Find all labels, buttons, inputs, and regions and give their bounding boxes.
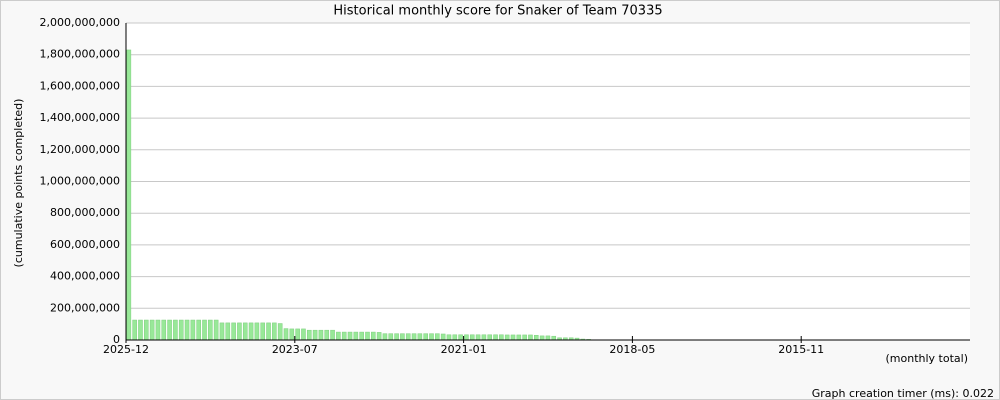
bar — [260, 322, 266, 341]
bar — [225, 322, 231, 341]
y-axis-label: (cumulative points completed) — [12, 99, 25, 268]
bar — [178, 319, 184, 341]
bar — [283, 328, 289, 341]
bar — [138, 319, 143, 341]
bar — [219, 322, 225, 341]
footer: Graph creation timer (ms): 0.022 — [812, 387, 994, 400]
bar — [481, 334, 487, 341]
bar — [539, 335, 545, 341]
bar — [359, 331, 364, 341]
bar — [324, 329, 330, 341]
bar — [475, 334, 481, 341]
bar — [237, 322, 242, 341]
bar — [254, 322, 260, 341]
bar — [312, 329, 318, 341]
bar — [295, 328, 300, 341]
x-tick-label: 2018-05 — [609, 343, 655, 356]
y-tick-label: 1,400,000,000 — [40, 111, 120, 124]
bar — [132, 319, 137, 341]
bar — [289, 328, 295, 341]
bar — [405, 333, 411, 341]
bar — [242, 322, 248, 341]
bar — [301, 328, 306, 341]
bar — [429, 333, 434, 341]
bar — [411, 333, 417, 341]
bar — [487, 334, 493, 341]
bar — [202, 319, 207, 341]
bar — [499, 334, 504, 341]
bar — [417, 333, 423, 341]
bar — [231, 322, 236, 341]
bar — [388, 333, 394, 341]
bar — [376, 332, 382, 341]
bar — [167, 319, 172, 341]
bar — [435, 333, 440, 341]
bar — [306, 329, 312, 341]
bar — [493, 334, 498, 341]
bar — [190, 319, 196, 341]
bar — [464, 334, 469, 341]
bar — [516, 334, 522, 341]
y-tick-label: 800,000,000 — [50, 206, 120, 219]
bar — [400, 333, 405, 341]
y-tick-label: 1,200,000,000 — [40, 143, 120, 156]
bar — [155, 319, 161, 341]
bar — [504, 334, 510, 341]
x-tick-label: 2015-11 — [778, 343, 824, 356]
bar — [318, 329, 324, 341]
bar — [469, 334, 475, 341]
bar — [452, 334, 458, 341]
bar — [510, 334, 516, 341]
bar — [551, 335, 557, 341]
bar — [528, 334, 533, 341]
x-axis-label: (monthly total) — [886, 352, 969, 365]
bar — [144, 319, 149, 341]
x-tick-label: 2021-01 — [441, 343, 487, 356]
y-tick-label: 1,600,000,000 — [40, 79, 120, 92]
bar — [522, 334, 527, 341]
bar — [126, 49, 132, 341]
y-tick-label: 0 — [113, 333, 120, 346]
bar — [330, 329, 335, 341]
bar — [382, 333, 388, 341]
x-tick-label: 2023-07 — [272, 343, 318, 356]
chart-title: Historical monthly score for Snaker of T… — [333, 4, 662, 19]
y-tick-label: 200,000,000 — [50, 301, 120, 314]
bar — [423, 333, 428, 341]
bar — [446, 334, 452, 341]
x-tick-label: 2025-12 — [103, 343, 149, 356]
bar — [272, 322, 277, 341]
bar — [533, 334, 539, 341]
bar — [208, 319, 213, 341]
bar — [347, 331, 353, 341]
bar — [353, 331, 359, 341]
bar — [365, 331, 370, 341]
bar — [196, 319, 201, 341]
bar — [341, 331, 347, 341]
y-tick-label: 2,000,000,000 — [40, 16, 120, 29]
bar — [173, 319, 178, 341]
bar — [545, 335, 551, 341]
bar — [184, 319, 190, 341]
bar — [248, 322, 254, 341]
bar — [277, 323, 283, 341]
y-tick-label: 400,000,000 — [50, 270, 120, 283]
bar — [336, 331, 341, 341]
y-tick-label: 600,000,000 — [50, 238, 120, 251]
bar — [213, 319, 219, 341]
bar — [266, 322, 271, 341]
bar — [440, 333, 446, 341]
bar — [394, 333, 399, 341]
bar — [161, 319, 167, 341]
bar — [149, 319, 155, 341]
y-tick-label: 1,000,000,000 — [40, 175, 120, 188]
bar — [458, 334, 463, 341]
bar — [371, 331, 376, 341]
y-tick-label: 1,800,000,000 — [40, 48, 120, 61]
